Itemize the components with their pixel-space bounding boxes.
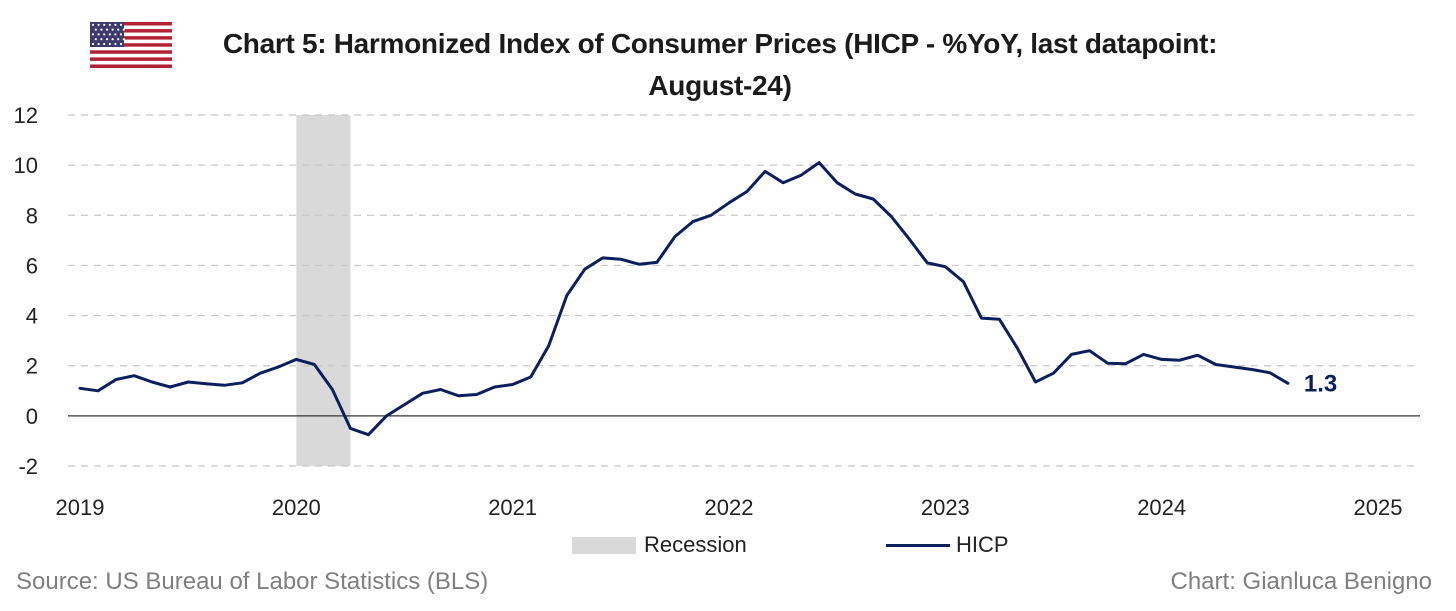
legend-hicp: HICP (886, 532, 1009, 558)
y-tick-label: 4 (26, 304, 38, 329)
y-tick-label: 2 (26, 354, 38, 379)
source-note: Source: US Bureau of Labor Statistics (B… (16, 568, 489, 595)
chart-credit: Chart: Gianluca Benigno (1170, 568, 1433, 595)
x-tick-label: 2020 (272, 495, 321, 520)
x-tick-label: 2025 (1354, 495, 1403, 520)
hicp-series-line (78, 161, 1290, 437)
x-tick-label: 2019 (56, 495, 105, 520)
legend-hicp-label: HICP (956, 532, 1009, 557)
y-tick-label: 6 (26, 253, 38, 278)
chart-title-continued: August-24) (648, 70, 792, 101)
x-tick-label: 2024 (1137, 495, 1186, 520)
y-tick-label: 8 (26, 203, 38, 228)
x-tick-label: 2021 (488, 495, 537, 520)
last-value-label: 1.3 (1304, 370, 1337, 397)
legend-recession: Recession (572, 532, 747, 558)
line-chart: -2 0 2 4 6 8 10 12 2019 2020 2021 2022 2023 2024 2025… (14, 103, 1420, 520)
chart-title: Chart 5: Harmonized Index of Consumer Pr… (222, 28, 1218, 59)
x-tick-label: 2022 (705, 495, 754, 520)
x-tick-label: 2023 (921, 495, 970, 520)
y-tick-label: 12 (14, 103, 38, 128)
legend-recession-label: Recession (644, 532, 747, 557)
us-flag-icon (90, 22, 172, 68)
legend-recession-swatch (572, 536, 636, 554)
y-tick-label: -2 (18, 454, 38, 479)
legend-hicp-swatch (886, 543, 950, 547)
y-tick-label: 0 (26, 404, 38, 429)
y-tick-label: 10 (14, 153, 38, 178)
